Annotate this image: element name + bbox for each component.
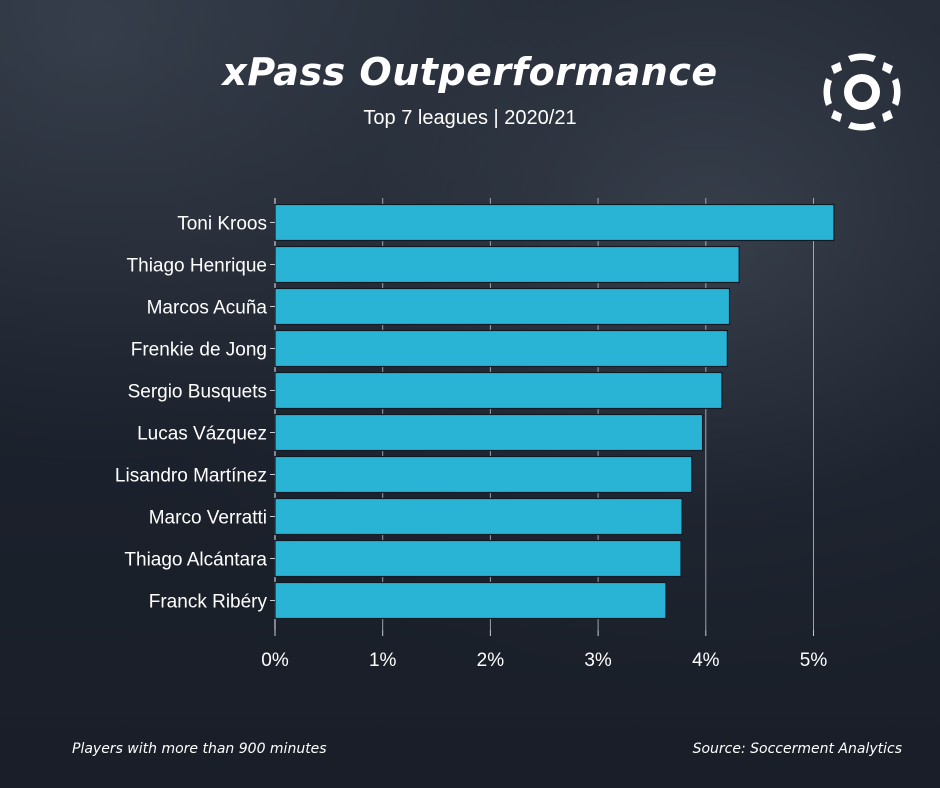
x-tick-label: 1% (369, 650, 397, 671)
bar (274, 203, 835, 242)
footer-note: Players with more than 900 minutes (72, 741, 327, 757)
bar (274, 455, 693, 494)
footer-source: Source: Soccerment Analytics (692, 741, 902, 757)
category-label: Franck Ribéry (149, 592, 268, 613)
category-label: Thiago Alcántara (124, 550, 267, 571)
category-label: Lisandro Martínez (115, 466, 267, 487)
bar (274, 581, 667, 620)
category-label: Lucas Vázquez (137, 424, 267, 445)
category-label: Marco Verratti (149, 508, 267, 529)
bar (274, 497, 683, 536)
category-label: Marcos Acuña (147, 298, 268, 319)
x-tick-label: 0% (261, 650, 289, 671)
category-label: Toni Kroos (177, 214, 267, 235)
bar (274, 371, 723, 410)
chart-title: xPass Outperformance (222, 50, 718, 94)
bar (274, 287, 731, 326)
bar (274, 245, 740, 284)
category-label: Frenkie de Jong (131, 340, 267, 361)
x-tick-label: 3% (584, 650, 612, 671)
bar (274, 413, 704, 452)
chart-subtitle: Top 7 leagues | 2020/21 (363, 107, 577, 129)
bar (274, 539, 682, 578)
x-tick-label: 2% (477, 650, 505, 671)
category-label: Thiago Henrique (127, 256, 267, 277)
soccerment-ball-logo-icon (823, 53, 901, 131)
x-tick-label: 4% (692, 650, 720, 671)
bar (274, 329, 728, 368)
category-label: Sergio Busquets (128, 382, 267, 403)
x-tick-label: 5% (800, 650, 828, 671)
